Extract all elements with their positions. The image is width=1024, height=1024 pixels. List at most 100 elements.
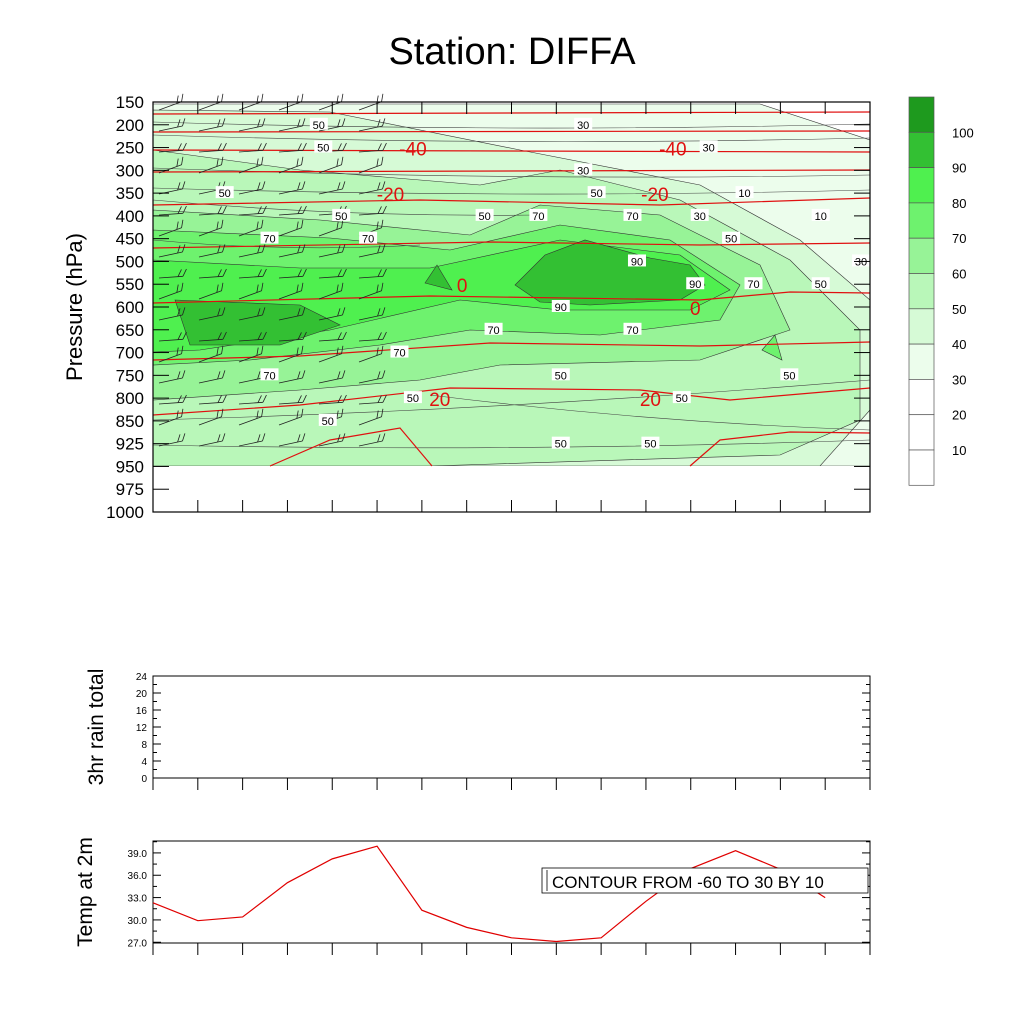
wind-barb bbox=[198, 394, 227, 405]
rh-contour-label: 70 bbox=[263, 234, 275, 246]
wind-barb bbox=[278, 142, 307, 153]
wind-barb bbox=[278, 118, 306, 132]
temp2m-axis: 27.0 30.0 33.0 36.0 39.0 bbox=[128, 841, 871, 955]
rh-contour-line bbox=[152, 121, 871, 129]
wind-barb bbox=[198, 219, 224, 237]
rh-contour-label: 10 bbox=[738, 188, 750, 200]
wind-barb bbox=[198, 370, 226, 384]
wind-barb bbox=[198, 142, 227, 153]
y-tick-label: 4 bbox=[141, 757, 147, 768]
wind-barb bbox=[278, 394, 307, 405]
wind-barb bbox=[198, 118, 226, 132]
rh-contour-label: 30 bbox=[694, 211, 706, 223]
wind-barb bbox=[278, 345, 304, 363]
rh-label-bg bbox=[529, 208, 548, 221]
wind-barb bbox=[278, 181, 306, 195]
wind-barb bbox=[318, 118, 346, 132]
colorbar-swatch bbox=[908, 449, 935, 486]
colorbar-swatch bbox=[908, 237, 935, 274]
wind-barbs bbox=[158, 93, 387, 447]
rh-label-bg bbox=[744, 277, 763, 290]
y-tick-label: 39.0 bbox=[128, 849, 148, 860]
colorbar-swatch bbox=[908, 308, 935, 345]
y-tick-label: 36.0 bbox=[128, 871, 148, 882]
wind-barb bbox=[278, 282, 304, 300]
rh-label-bg bbox=[551, 300, 570, 312]
rh-label-bg bbox=[551, 368, 570, 381]
rain-axis: 0 4 8 12 16 20 24 bbox=[136, 672, 871, 790]
wind-barb bbox=[318, 268, 347, 279]
rain-axis-label: 3hr rain total bbox=[85, 669, 108, 786]
rh-label-bg bbox=[852, 254, 871, 267]
rh-label-bg bbox=[260, 368, 279, 381]
colorbar-label: 40 bbox=[952, 337, 966, 352]
rh-contour-label: 50 bbox=[783, 370, 795, 382]
wind-barb bbox=[318, 433, 346, 447]
wind-barb bbox=[198, 408, 224, 426]
colorbar-swatch bbox=[908, 379, 935, 416]
colorbar-label: 90 bbox=[952, 161, 966, 176]
pressure-tick-label: 150 bbox=[116, 93, 144, 112]
wind-barb bbox=[238, 331, 267, 342]
temp2m-axis-label: Temp at 2m bbox=[74, 837, 97, 947]
wind-barb bbox=[278, 156, 304, 174]
rh-label-bg bbox=[314, 140, 333, 153]
wind-barb bbox=[278, 307, 306, 321]
pressure-tick-label: 500 bbox=[116, 252, 144, 271]
rh-contour-label: 50 bbox=[407, 393, 419, 405]
rain-panel: 0 4 8 12 16 20 24 3hr rain total bbox=[85, 669, 871, 790]
wind-barb bbox=[358, 268, 387, 279]
pressure-tick-label: 650 bbox=[116, 321, 144, 340]
colorbar-label: 60 bbox=[952, 267, 966, 282]
pressure-tick-label: 350 bbox=[116, 184, 144, 203]
rh-contour-label: 50 bbox=[317, 143, 329, 155]
wind-barb bbox=[158, 331, 187, 342]
wind-barb bbox=[238, 268, 267, 279]
rh-label-bg bbox=[641, 436, 660, 449]
wind-barb bbox=[158, 282, 184, 300]
wind-barb bbox=[278, 331, 307, 342]
rh-label-bg bbox=[623, 208, 642, 221]
temp2m-series-line bbox=[152, 845, 826, 943]
rh-label-bg bbox=[574, 117, 593, 130]
wind-barb bbox=[358, 307, 386, 321]
rh-contour-label: 50 bbox=[815, 279, 827, 291]
colorbar-label: 100 bbox=[952, 125, 974, 140]
rh-shaded-region bbox=[761, 334, 783, 361]
rh-contour-label: 30 bbox=[577, 120, 589, 132]
rh-contour-label: 50 bbox=[478, 211, 490, 223]
wind-barb bbox=[198, 307, 226, 321]
wind-barb bbox=[198, 268, 227, 279]
wind-barb bbox=[238, 142, 267, 153]
wind-barb bbox=[278, 205, 307, 216]
wind-barb bbox=[318, 219, 344, 237]
temperature-contour-label: 20 bbox=[640, 390, 661, 411]
colorbar-swatch bbox=[908, 202, 935, 239]
rh-label-bg bbox=[780, 368, 799, 381]
wind-barb bbox=[318, 370, 346, 384]
y-tick-label: 16 bbox=[136, 706, 148, 717]
rh-contour-label: 70 bbox=[393, 348, 405, 360]
wind-barb bbox=[238, 205, 267, 216]
colorbar-swatch bbox=[908, 131, 935, 168]
rh-contour-label: 90 bbox=[555, 302, 567, 314]
y-tick-label: 0 bbox=[141, 774, 147, 785]
wind-barb bbox=[158, 118, 186, 132]
chart-title: Station: DIFFA bbox=[388, 31, 636, 73]
rh-contour-label: 70 bbox=[362, 234, 374, 246]
wind-barb bbox=[358, 345, 384, 363]
rh-label-bg bbox=[735, 186, 754, 199]
time-axis-ticks bbox=[152, 102, 871, 512]
rh-label-bg bbox=[484, 322, 503, 335]
pressure-axis-label: Pressure (hPa) bbox=[62, 233, 87, 381]
rh-shaded-region bbox=[424, 264, 453, 291]
rh-contour-line bbox=[152, 134, 871, 142]
temperature-contour-line bbox=[152, 291, 871, 304]
wind-barb bbox=[238, 156, 264, 174]
wind-barb bbox=[158, 370, 186, 384]
wind-barb bbox=[278, 244, 306, 258]
rh-label-bg bbox=[623, 322, 642, 335]
colorbar-label: 80 bbox=[952, 196, 966, 211]
temperature-contour-line bbox=[152, 387, 871, 416]
